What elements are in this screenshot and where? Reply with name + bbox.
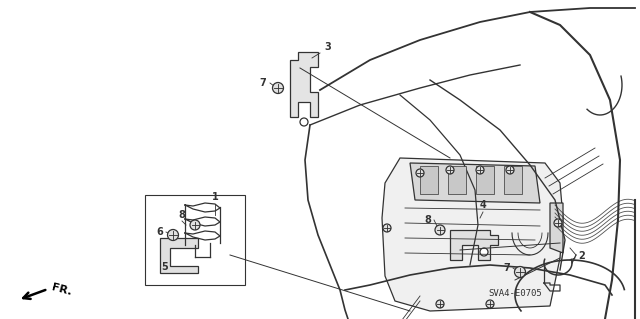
- Circle shape: [436, 300, 444, 308]
- Bar: [504, 166, 522, 194]
- Polygon shape: [382, 158, 563, 311]
- Text: 7: 7: [504, 263, 510, 273]
- Circle shape: [435, 225, 445, 235]
- Bar: [448, 166, 466, 194]
- Polygon shape: [410, 163, 540, 203]
- Bar: [145, 195, 245, 285]
- Circle shape: [506, 166, 514, 174]
- Text: 3: 3: [324, 42, 332, 52]
- Bar: [476, 166, 494, 194]
- Text: 7: 7: [260, 78, 266, 88]
- Circle shape: [416, 169, 424, 177]
- Circle shape: [300, 118, 308, 126]
- Circle shape: [383, 224, 391, 232]
- Polygon shape: [290, 52, 318, 117]
- Circle shape: [515, 266, 525, 278]
- Circle shape: [168, 229, 179, 241]
- Text: 4: 4: [479, 200, 486, 210]
- Text: 1: 1: [212, 192, 218, 202]
- Polygon shape: [550, 203, 563, 253]
- Text: 5: 5: [162, 262, 168, 272]
- Bar: [420, 166, 438, 194]
- Circle shape: [273, 83, 284, 93]
- Polygon shape: [450, 230, 498, 260]
- Circle shape: [190, 220, 200, 230]
- Circle shape: [476, 166, 484, 174]
- Circle shape: [486, 300, 494, 308]
- Text: 2: 2: [579, 251, 586, 261]
- Text: SVA4-E0705: SVA4-E0705: [488, 290, 541, 299]
- Text: 6: 6: [157, 227, 163, 237]
- Circle shape: [480, 248, 488, 256]
- Text: 8: 8: [424, 215, 431, 225]
- Circle shape: [554, 219, 562, 227]
- Circle shape: [446, 166, 454, 174]
- Text: FR.: FR.: [50, 283, 72, 298]
- Text: 8: 8: [179, 210, 186, 220]
- Polygon shape: [160, 238, 198, 273]
